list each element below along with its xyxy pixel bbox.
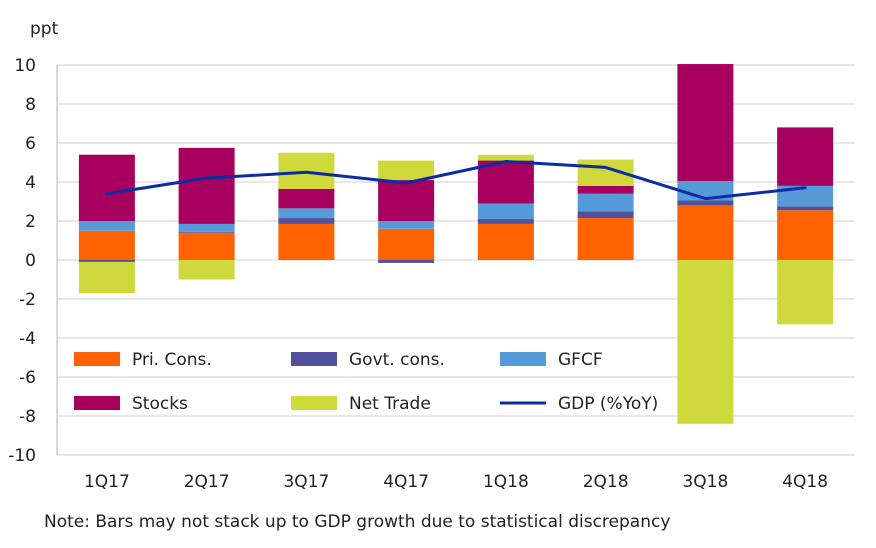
bar-govt-cons-3q18	[677, 200, 734, 206]
y-tick-label: 6	[25, 134, 36, 154]
y-tick-label: -6	[19, 368, 36, 388]
bar-net-trade-1q17	[78, 261, 135, 294]
bar-stacks	[78, 64, 834, 424]
x-tick-label: 3Q17	[283, 472, 329, 492]
legend-label-pri-cons: Pri. Cons.	[132, 350, 212, 370]
x-tick-label: 2Q18	[583, 472, 629, 492]
x-tick-label: 4Q17	[383, 472, 429, 492]
bar-govt-cons-4q18	[777, 206, 834, 211]
bar-stocks-4q17	[378, 180, 435, 221]
gdp-line	[105, 160, 807, 201]
x-tick-label: 1Q17	[84, 472, 130, 492]
legend-label-gfcf: GFCF	[558, 350, 603, 370]
legend-swatch-pri-cons	[74, 352, 120, 366]
bar-net-trade-2q17	[178, 260, 235, 280]
bar-govt-cons-2q17	[178, 231, 235, 233]
bar-govt-cons-1q18	[477, 219, 534, 224]
bar-stocks-1q17	[78, 154, 135, 221]
bar-net-trade-3q18	[677, 260, 734, 424]
legend-label-gdp-yoy: GDP (%YoY)	[558, 394, 658, 414]
x-tick-label: 1Q18	[483, 472, 529, 492]
y-tick-label: -4	[19, 329, 36, 349]
bar-net-trade-1q18	[477, 154, 534, 161]
bar-stocks-1q18	[477, 160, 534, 204]
bar-govt-cons-4q17	[378, 260, 435, 263]
x-tick-label: 4Q18	[782, 472, 828, 492]
legend: Pri. Cons. Govt. cons. GFCF Stocks Net Trade…	[74, 350, 658, 414]
bar-net-trade-3q17	[278, 152, 335, 189]
y-tick-labels: 10 8 6 4 2 0 -2 -4 -6 -8 -10	[8, 56, 36, 466]
bar-govt-cons-2q18	[577, 211, 634, 219]
y-tick-label: -2	[19, 290, 36, 310]
footnote: Note: Bars may not stack up to GDP growt…	[44, 512, 671, 532]
y-tick-label: 4	[25, 173, 36, 193]
bar-gfcf-4q17	[378, 221, 435, 229]
bar-gfcf-2q18	[577, 193, 634, 212]
bar-pri-cons-2q18	[577, 218, 634, 260]
y-tick-label: -8	[19, 407, 36, 427]
x-tick-label: 2Q17	[184, 472, 230, 492]
bar-gfcf-1q18	[477, 203, 534, 220]
bar-net-trade-4q17	[378, 160, 435, 181]
bar-pri-cons-3q18	[677, 205, 734, 260]
legend-swatch-govt-cons	[291, 352, 337, 366]
bar-gfcf-3q17	[278, 208, 335, 219]
bar-stocks-3q18	[677, 64, 734, 182]
bar-pri-cons-4q18	[777, 210, 834, 260]
y-tick-label: 0	[25, 251, 36, 271]
bar-stocks-4q18	[777, 127, 834, 186]
legend-label-stocks: Stocks	[132, 394, 188, 414]
y-axis-unit-label: ppt	[30, 19, 59, 39]
legend-swatch-gfcf	[500, 352, 546, 366]
bar-gfcf-1q17	[78, 221, 135, 231]
bar-stocks-2q17	[178, 147, 235, 224]
bar-pri-cons-1q17	[78, 230, 135, 260]
legend-label-net-trade: Net Trade	[349, 394, 431, 414]
bar-gfcf-2q17	[178, 223, 235, 232]
y-tick-label: 2	[25, 212, 36, 232]
y-tick-label: 10	[14, 56, 36, 76]
legend-swatch-stocks	[74, 396, 120, 410]
bar-net-trade-4q18	[777, 260, 834, 325]
bar-pri-cons-2q17	[178, 232, 235, 260]
bar-stocks-3q17	[278, 188, 335, 209]
bar-govt-cons-1q17	[78, 260, 135, 262]
y-tick-label: 8	[25, 95, 36, 115]
bar-pri-cons-4q17	[378, 228, 435, 260]
gdp-line-series	[105, 160, 807, 201]
x-tick-label: 3Q18	[682, 472, 728, 492]
bar-stocks-2q18	[577, 185, 634, 194]
bar-govt-cons-3q17	[278, 218, 335, 224]
y-tick-label: -10	[8, 446, 36, 466]
x-tick-labels: 1Q17 2Q17 3Q17 4Q17 1Q18 2Q18 3Q18 4Q18	[84, 472, 828, 492]
bar-pri-cons-3q17	[278, 223, 335, 260]
legend-swatch-net-trade	[291, 396, 337, 410]
legend-label-govt-cons: Govt. cons.	[349, 350, 445, 370]
bar-pri-cons-1q18	[477, 223, 534, 260]
bar-gfcf-4q18	[777, 185, 834, 207]
